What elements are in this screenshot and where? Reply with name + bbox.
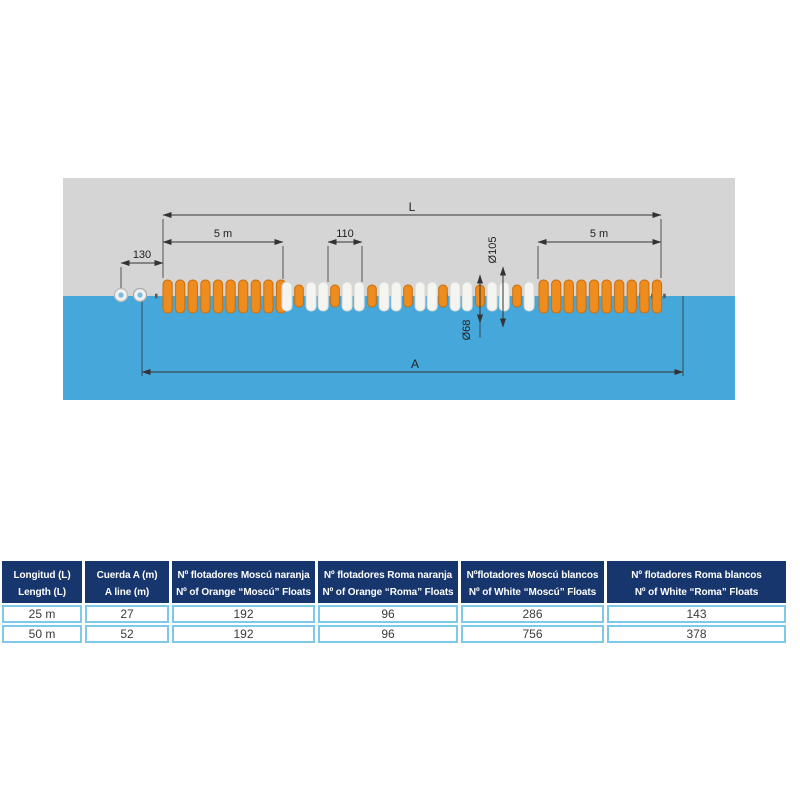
- white-float: [378, 281, 390, 312]
- white-float: [390, 281, 402, 312]
- label-total-length: L: [409, 200, 416, 214]
- label-dia-68: Ø68: [461, 320, 473, 341]
- roma-orange-float: [367, 284, 377, 308]
- column-header-orange-moscu: Nº flotadores Moscú naranja Nº of Orange…: [172, 561, 315, 603]
- white-float: [414, 281, 426, 312]
- header-es: Nº flotadores Moscú naranja: [177, 570, 310, 581]
- moscu-orange-float: [576, 279, 587, 314]
- moscu-orange-float: [263, 279, 274, 314]
- white-float: [353, 281, 365, 312]
- rope-end-rings: [113, 287, 148, 303]
- column-header-white-roma: Nº flotadores Roma blancos Nº of White “…: [607, 561, 786, 603]
- cell-orange-roma: 96: [318, 605, 458, 623]
- header-en: Nº of Orange “Roma” Floats: [322, 587, 454, 598]
- moscu-orange-float: [639, 279, 650, 314]
- header-es: Nº flotadores Roma naranja: [323, 570, 453, 581]
- moscu-orange-float: [601, 279, 612, 314]
- moscu-orange-float: [614, 279, 625, 314]
- white-float: [426, 281, 438, 312]
- moscu-orange-float: [238, 279, 249, 314]
- cell-white-moscu: 286: [461, 605, 604, 623]
- float-line-diagram: L 5 m 110 130 5 m Ø105 Ø68 A: [63, 178, 735, 400]
- moscu-orange-float: [212, 279, 224, 314]
- column-header-a-line: Cuerda A (m) A line (m): [85, 561, 169, 603]
- roma-orange-float: [438, 284, 448, 308]
- white-float: [461, 281, 473, 312]
- header-es: Nº flotadores Roma blancos: [631, 570, 762, 581]
- column-header-orange-roma: Nº flotadores Roma naranja Nº of Orange …: [318, 561, 458, 603]
- moscu-orange-float: [162, 279, 173, 314]
- moscu-orange-float: [175, 279, 186, 314]
- header-en: Nº of Orange “Moscú” Floats: [176, 587, 311, 598]
- header-es: Nºflotadores Moscú blancos: [466, 570, 599, 581]
- cell-white-roma: 143: [607, 605, 786, 623]
- moscu-orange-float: [187, 279, 198, 314]
- column-header-length: Longitud (L) Length (L): [2, 561, 82, 603]
- moscu-orange-float: [588, 279, 600, 314]
- dimension-lines: [120, 211, 684, 376]
- white-float: [523, 281, 535, 312]
- cell-orange-moscu: 192: [172, 605, 315, 623]
- header-en: Length (L): [18, 587, 66, 598]
- table-row: 25 m 27 192 96 286 143: [2, 605, 786, 623]
- cell-length: 25 m: [2, 605, 82, 623]
- moscu-orange-float: [225, 279, 236, 314]
- white-float: [498, 281, 510, 312]
- table-row: 50 m 52 192 96 756 378: [2, 625, 786, 643]
- water-background: [63, 296, 735, 400]
- header-es: Cuerda A (m): [96, 570, 158, 581]
- table-header-row: Longitud (L) Length (L) Cuerda A (m) A l…: [2, 561, 786, 603]
- roma-orange-float: [403, 284, 413, 308]
- moscu-orange-float: [538, 279, 549, 314]
- cell-length: 50 m: [2, 625, 82, 643]
- cell-white-moscu: 756: [461, 625, 604, 643]
- white-float: [341, 281, 353, 312]
- label-rope-length: A: [411, 357, 419, 371]
- spec-table: Longitud (L) Length (L) Cuerda A (m) A l…: [2, 561, 786, 643]
- moscu-orange-float: [200, 279, 211, 314]
- moscu-orange-float: [563, 279, 574, 314]
- cell-orange-moscu: 192: [172, 625, 315, 643]
- cell-a-line: 52: [85, 625, 169, 643]
- cell-a-line: 27: [85, 605, 169, 623]
- header-es: Longitud (L): [13, 570, 71, 581]
- label-5m-left: 5 m: [214, 228, 232, 240]
- float-line-drawing: L 5 m 110 130 5 m Ø105 Ø68 A: [63, 178, 735, 400]
- header-en: Nº of White “Moscú” Floats: [468, 587, 597, 598]
- column-header-white-moscu: Nºflotadores Moscú blancos Nº of White “…: [461, 561, 604, 603]
- roma-orange-float: [330, 284, 340, 308]
- moscu-orange-float: [651, 279, 663, 314]
- moscu-orange-float: [250, 279, 261, 314]
- sky-background: [63, 178, 735, 296]
- header-en: A line (m): [104, 587, 150, 598]
- cell-orange-roma: 96: [318, 625, 458, 643]
- white-float: [317, 281, 329, 312]
- header-en: Nº of White “Roma” Floats: [634, 587, 759, 598]
- white-float: [486, 281, 498, 312]
- moscu-orange-float: [626, 279, 637, 314]
- label-dia-105: Ø105: [487, 237, 499, 264]
- ring-hole: [137, 292, 143, 298]
- white-float: [449, 281, 461, 312]
- roma-orange-float: [294, 284, 304, 308]
- label-130: 130: [133, 249, 151, 261]
- ring-hole: [118, 292, 124, 298]
- cell-white-roma: 378: [607, 625, 786, 643]
- label-110: 110: [336, 228, 354, 240]
- label-5m-right: 5 m: [590, 228, 608, 240]
- white-float: [281, 281, 293, 312]
- moscu-orange-float: [551, 279, 562, 314]
- roma-orange-float: [512, 284, 522, 308]
- white-float: [305, 281, 317, 312]
